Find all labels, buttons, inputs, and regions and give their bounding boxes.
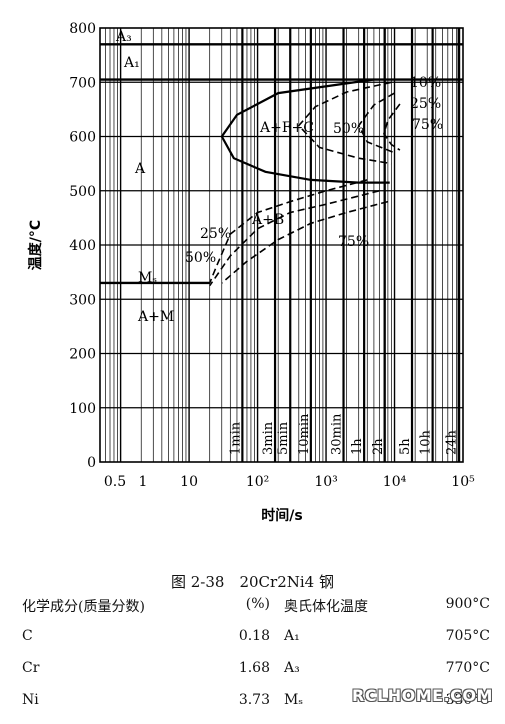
composition-row: Cr 1.68 A₃ 770°C xyxy=(22,660,492,692)
composition-header-row: 化学成分(质量分数) (%) 奥氏体化温度 900°C xyxy=(22,596,492,628)
label-ms: Mₛ xyxy=(138,270,157,286)
x-tick-label: 10² xyxy=(246,474,269,490)
element-value: 1.68 xyxy=(238,660,270,676)
time-mark-label: 30min xyxy=(330,413,345,455)
x-tick-label: 10³ xyxy=(314,474,337,490)
composition-row: C 0.18 A₁ 705°C xyxy=(22,628,492,660)
time-mark-label: 5h xyxy=(398,438,413,455)
label-pct-25-lower: 25% xyxy=(200,226,231,242)
element-value: 0.18 xyxy=(238,628,270,644)
y-tick-label: 500 xyxy=(69,184,96,200)
time-marks: 1min 3min 5min 10min 30min 1h 2h 5h 10h 24h xyxy=(228,28,460,462)
transformation-curve xyxy=(208,179,368,284)
label-am: A+M xyxy=(137,309,174,325)
label-a1: A₁ xyxy=(123,55,140,71)
x-tick-label: 10 xyxy=(180,474,198,490)
label-pct-75-lower: 75% xyxy=(338,234,369,250)
x-axis-label: 时间/s xyxy=(261,507,302,524)
transformation-curves xyxy=(208,78,401,287)
element-name: Ni xyxy=(22,692,39,708)
composition-header-unit: (%) xyxy=(245,596,270,612)
x-tick-label: 10⁵ xyxy=(451,474,475,490)
y-tick-label: 100 xyxy=(69,401,96,417)
element-value: 3.73 xyxy=(238,692,270,708)
label-ab: A+B xyxy=(251,212,284,228)
y-tick-labels: 0 100 200 300 400 500 600 700 800 xyxy=(69,21,96,471)
y-tick-label: 200 xyxy=(69,347,96,363)
x-tick-labels: 0.5 1 10 10² 10³ 10⁴ 10⁵ xyxy=(104,474,475,490)
watermark: RCLHOME.COM xyxy=(352,686,493,705)
time-mark-label: 1min xyxy=(228,421,243,455)
figure-caption: 图 2-38 20Cr2Ni4 钢 xyxy=(171,573,334,591)
composition-table: 化学成分(质量分数) (%) 奥氏体化温度 900°C C 0.18 A₁ 70… xyxy=(22,596,492,724)
y-tick-label: 400 xyxy=(69,238,96,254)
critical-point-temp: 705°C xyxy=(445,628,490,644)
time-mark-label: 3min xyxy=(261,421,276,455)
y-tick-label: 600 xyxy=(69,130,96,146)
austenitizing-label: 奥氏体化温度 xyxy=(284,599,368,615)
x-tick-label: 0.5 xyxy=(104,474,126,490)
transformation-curve xyxy=(209,190,380,287)
element-name: C xyxy=(22,628,33,644)
composition-header-name: 化学成分(质量分数) xyxy=(22,599,145,615)
label-pct-10: 10% xyxy=(410,75,441,91)
y-axis-label: 温度/°C xyxy=(27,220,44,270)
time-mark-label: 10h xyxy=(419,429,434,455)
label-a3: A₃ xyxy=(115,29,132,45)
critical-point-name: A₁ xyxy=(284,628,300,644)
critical-point-temp: 330°C xyxy=(445,692,490,708)
x-tick-label: 1 xyxy=(139,474,148,490)
transformation-curve xyxy=(220,78,390,184)
label-pct-50-upper: 50% xyxy=(333,121,364,137)
y-tick-label: 0 xyxy=(87,455,96,471)
y-tick-label: 300 xyxy=(69,292,96,308)
plot-frame xyxy=(99,27,464,463)
transformation-curve xyxy=(383,103,401,151)
y-tick-label: 700 xyxy=(69,75,96,91)
time-mark-label: 1h xyxy=(350,438,365,455)
x-tick-label: 10⁴ xyxy=(383,474,407,490)
transformation-curve xyxy=(297,81,392,165)
transformation-curve xyxy=(357,92,395,154)
time-mark-label: 10min xyxy=(297,413,312,455)
label-pct-50-lower: 50% xyxy=(185,250,216,266)
transformation-curve xyxy=(221,200,389,284)
label-pct-25-upper: 25% xyxy=(410,96,441,112)
label-a: A xyxy=(134,161,146,177)
time-mark-label: 5min xyxy=(276,421,291,455)
label-afc: A+F+C xyxy=(259,120,314,136)
y-tick-label: 800 xyxy=(69,21,96,37)
composition-row: Ni 3.73 Mₛ 330°C xyxy=(22,692,492,724)
element-name: Cr xyxy=(22,660,40,676)
label-pct-75-upper: 75% xyxy=(412,117,443,133)
critical-point-name: Mₛ xyxy=(284,692,304,708)
critical-point-name: A₃ xyxy=(284,660,300,676)
time-mark-label: 2h xyxy=(371,438,386,455)
cct-chart: 1min 3min 5min 10min 30min 1h 2h 5h 10h 24h 0 100 2… xyxy=(27,21,475,524)
time-mark-label: 24h xyxy=(445,429,460,455)
critical-point-temp: 770°C xyxy=(445,660,490,676)
temperature-lines xyxy=(100,43,463,285)
austenitizing-value: 900°C xyxy=(445,596,490,612)
